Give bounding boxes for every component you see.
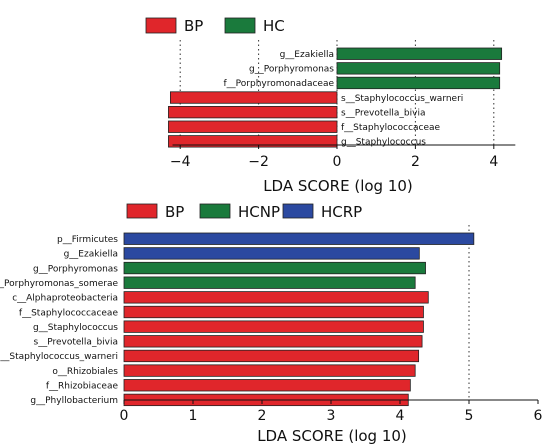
bar [168,106,338,119]
bar-label: f__Rhizobiaceae [46,382,119,392]
bar-label: g__Staphylococcus [33,323,118,333]
legend-label-bp: BP [165,203,184,221]
legend-label-hcrp: HCRP [321,203,362,221]
x-axis-title: LDA SCORE (log 10) [257,427,407,445]
bar [123,232,475,245]
bar-label: g__Porphyromonas [249,65,334,75]
bar-label: s__Staphylococcus_warneri [0,352,118,362]
x-tick-label: −2 [248,154,269,170]
bar [168,120,338,133]
bar [336,76,501,90]
bar-label: c__Alphaproteobacteria [12,294,118,304]
bar-label: s__Staphylococcus_warneri [341,94,463,104]
x-tick-label: 0 [333,154,342,170]
x-tick-label: 4 [489,154,498,170]
x-axis-title: LDA SCORE (log 10) [263,177,413,195]
bar [123,379,411,392]
legend-swatch-hc [224,17,256,34]
x-tick-label: 2 [411,154,420,170]
bottom-lda-chart: BP HCNP HCRP p__Firmicutes g__Ezakiella g__Po… [0,203,543,445]
x-tick-label: 0 [120,408,129,424]
x-tick-label: 4 [396,408,405,424]
bar [123,335,423,348]
bar-label: f__Porphyromonadaceae [224,79,335,89]
bar [123,349,420,363]
bar-label: g__Porphyromonas [33,264,118,274]
bar [336,47,503,60]
bar-label: s__Prevotella_bivia [341,108,425,118]
bar-label: o__Rhizobiales [52,367,118,377]
bar-label: g__Staphylococcus [341,138,426,148]
bar [123,261,426,275]
bar [123,247,420,260]
legend-swatch-hcrp [282,203,314,219]
bar [336,62,501,75]
bar [123,276,416,289]
bar [123,305,424,319]
legend-label-hc: HC [263,17,285,35]
top-lda-chart: BP HC g__Ezakiella g__Porphyromonas f__Porph… [145,17,516,195]
bar-label: p__Firmicutes [57,235,118,245]
bar-label: g__Ezakiella [64,250,118,260]
x-tick-label: 2 [258,408,267,424]
legend-label-hcnp: HCNP [238,203,280,221]
bar [123,291,429,304]
legend-swatch-bp [126,203,158,219]
x-tick-label: 5 [465,408,474,424]
x-tick-label: −4 [170,154,191,170]
bar [169,91,338,104]
bar-label: f__Staphylococcaceae [341,123,441,133]
x-tick-label: 3 [327,408,336,424]
bar-label: g__Phyllobacterium [30,396,118,406]
bar [123,320,424,333]
legend-label-bp: BP [184,17,203,35]
legend-swatch-bp [145,17,177,34]
x-tick-label: 6 [534,408,543,424]
bar [123,364,416,377]
legend-swatch-hcnp [199,203,231,219]
bar-label: g__Ezakiella [280,50,334,60]
bar [168,135,338,148]
x-tick-label: 1 [189,408,198,424]
bar-label: s__Prevotella_bivia [34,338,118,348]
bar-label: s__Porphyromonas_somerae [0,279,118,289]
bar-label: f__Staphylococcaceae [19,308,119,318]
